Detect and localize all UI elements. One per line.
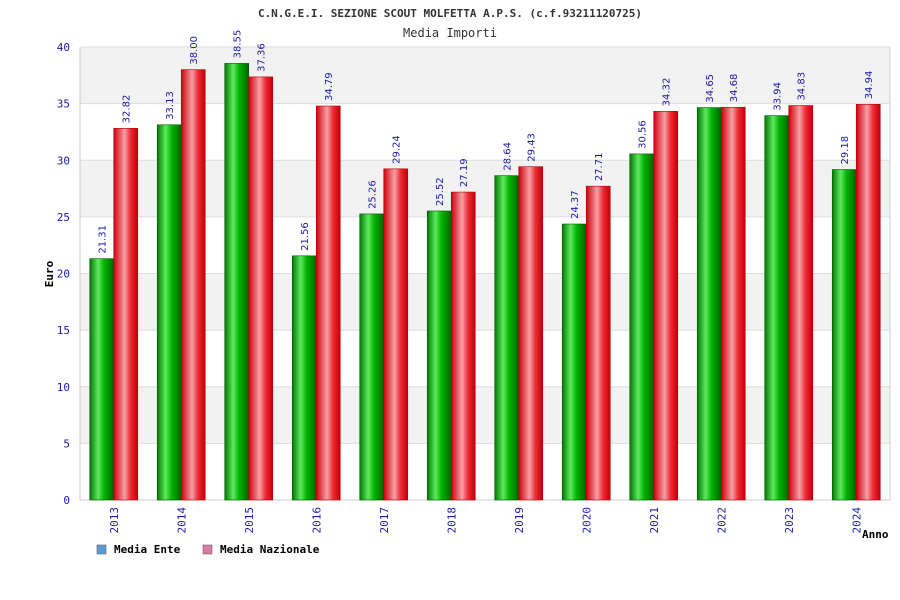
y-tick-label: 40 [57,41,70,54]
value-label: 21.31 [98,225,109,254]
value-label: 33.94 [773,82,784,111]
bar-media-ente-2023 [764,115,790,501]
x-axis-title: Anno [862,528,889,541]
bar-media-nazionale-2013 [113,128,139,501]
grid-lines [79,46,891,501]
value-label: 27.71 [594,153,605,182]
y-axis-title: Euro [43,260,56,287]
x-tick-label: 2015 [243,507,256,534]
value-label: 21.56 [300,222,311,251]
plot-band [80,160,890,217]
legend-label-media-ente: Media Ente [114,543,181,556]
value-label: 29.18 [840,136,851,165]
x-tick-label: 2022 [715,507,728,534]
plot-band [80,47,890,104]
plot-band [80,386,890,444]
bar-media-nazionale-2014 [180,69,206,501]
bar-media-nazionale-2017 [383,168,409,501]
plot-band [80,443,890,500]
x-tick-label: 2020 [580,507,593,534]
bar-media-ente-2018 [426,210,452,501]
value-label: 33.13 [165,91,176,120]
bar-media-nazionale-2024 [855,104,881,501]
bar-media-ente-2020 [561,223,587,501]
value-label: 25.26 [368,180,379,209]
bar-media-nazionale-2021 [653,111,679,501]
y-tick-label: 15 [57,324,70,337]
y-tick-label: 10 [57,381,70,394]
value-label: 30.56 [638,120,649,149]
y-tick-label: 35 [57,98,70,111]
bar-media-ente-2013 [89,258,115,501]
value-label: 27.19 [459,158,470,187]
value-label: 34.79 [324,72,335,101]
bar-media-nazionale-2016 [315,105,341,501]
y-tick-label: 0 [63,494,70,507]
y-tick-label: 30 [57,154,70,167]
bar-media-nazionale-2022 [720,106,746,501]
value-label: 38.00 [189,36,200,65]
plot-background [80,47,890,500]
bar-media-nazionale-2015 [248,76,274,501]
value-label: 34.68 [729,74,740,103]
value-label: 34.94 [864,71,875,100]
bar-media-ente-2015 [224,63,250,501]
x-tick-label: 2021 [648,507,661,534]
bar-media-nazionale-2019 [518,166,544,501]
x-tick-label: 2016 [310,507,323,534]
value-label: 29.43 [527,133,538,162]
x-tick-label: 2019 [513,507,526,534]
x-tick-label: 2017 [378,507,391,534]
x-tick-label: 2024 [850,507,863,534]
bar-media-ente-2019 [494,175,520,501]
legend: Media Ente Media Nazionale [96,543,320,556]
chart-title: C.N.G.E.I. SEZIONE SCOUT MOLFETTA A.P.S.… [258,7,642,20]
plot-band [80,330,890,387]
plot-band [80,273,890,331]
bar-media-nazionale-2023 [788,105,814,501]
chart-subtitle: Media Importi [403,26,497,40]
value-labels: 21.31 32.82 33.13 38.00 38.55 37.36 21.56 34.79… [98,30,876,254]
legend-swatch-media-nazionale [202,544,213,555]
bar-media-ente-2021 [629,153,655,501]
bar-media-nazionale-2020 [585,185,611,501]
plot-band [80,216,890,274]
y-tick-label: 25 [57,211,70,224]
y-axis-ticks: 0 5 10 15 20 25 30 35 40 [57,41,70,507]
bar-media-ente-2022 [696,107,722,501]
legend-label-media-nazionale: Media Nazionale [220,543,320,556]
x-tick-label: 2018 [445,507,458,534]
x-tick-label: 2014 [175,507,188,534]
x-tick-label: 2013 [108,507,121,534]
value-label: 34.83 [797,72,808,101]
legend-swatch-media-ente [96,544,107,555]
bar-media-ente-2017 [359,213,385,501]
value-label: 38.55 [233,30,244,59]
bar-media-ente-2016 [291,255,317,501]
y-tick-label: 20 [57,268,70,281]
bar-media-nazionale-2018 [450,191,476,501]
value-label: 25.52 [435,177,446,206]
bar-media-ente-2024 [831,169,857,501]
bars [89,63,881,501]
value-label: 29.24 [392,135,403,164]
bar-media-ente-2014 [156,124,182,501]
value-label: 34.65 [705,74,716,103]
value-label: 32.82 [122,95,133,124]
x-tick-label: 2023 [783,507,796,534]
value-label: 37.36 [257,43,268,72]
value-label: 24.37 [570,190,581,219]
value-label: 34.32 [662,78,673,107]
plot-band [80,103,890,161]
x-axis-ticks: 2013 2014 2015 2016 2017 2018 2019 2020 2021 2022… [108,507,864,534]
value-label: 28.64 [503,142,514,171]
y-tick-label: 5 [63,437,70,450]
